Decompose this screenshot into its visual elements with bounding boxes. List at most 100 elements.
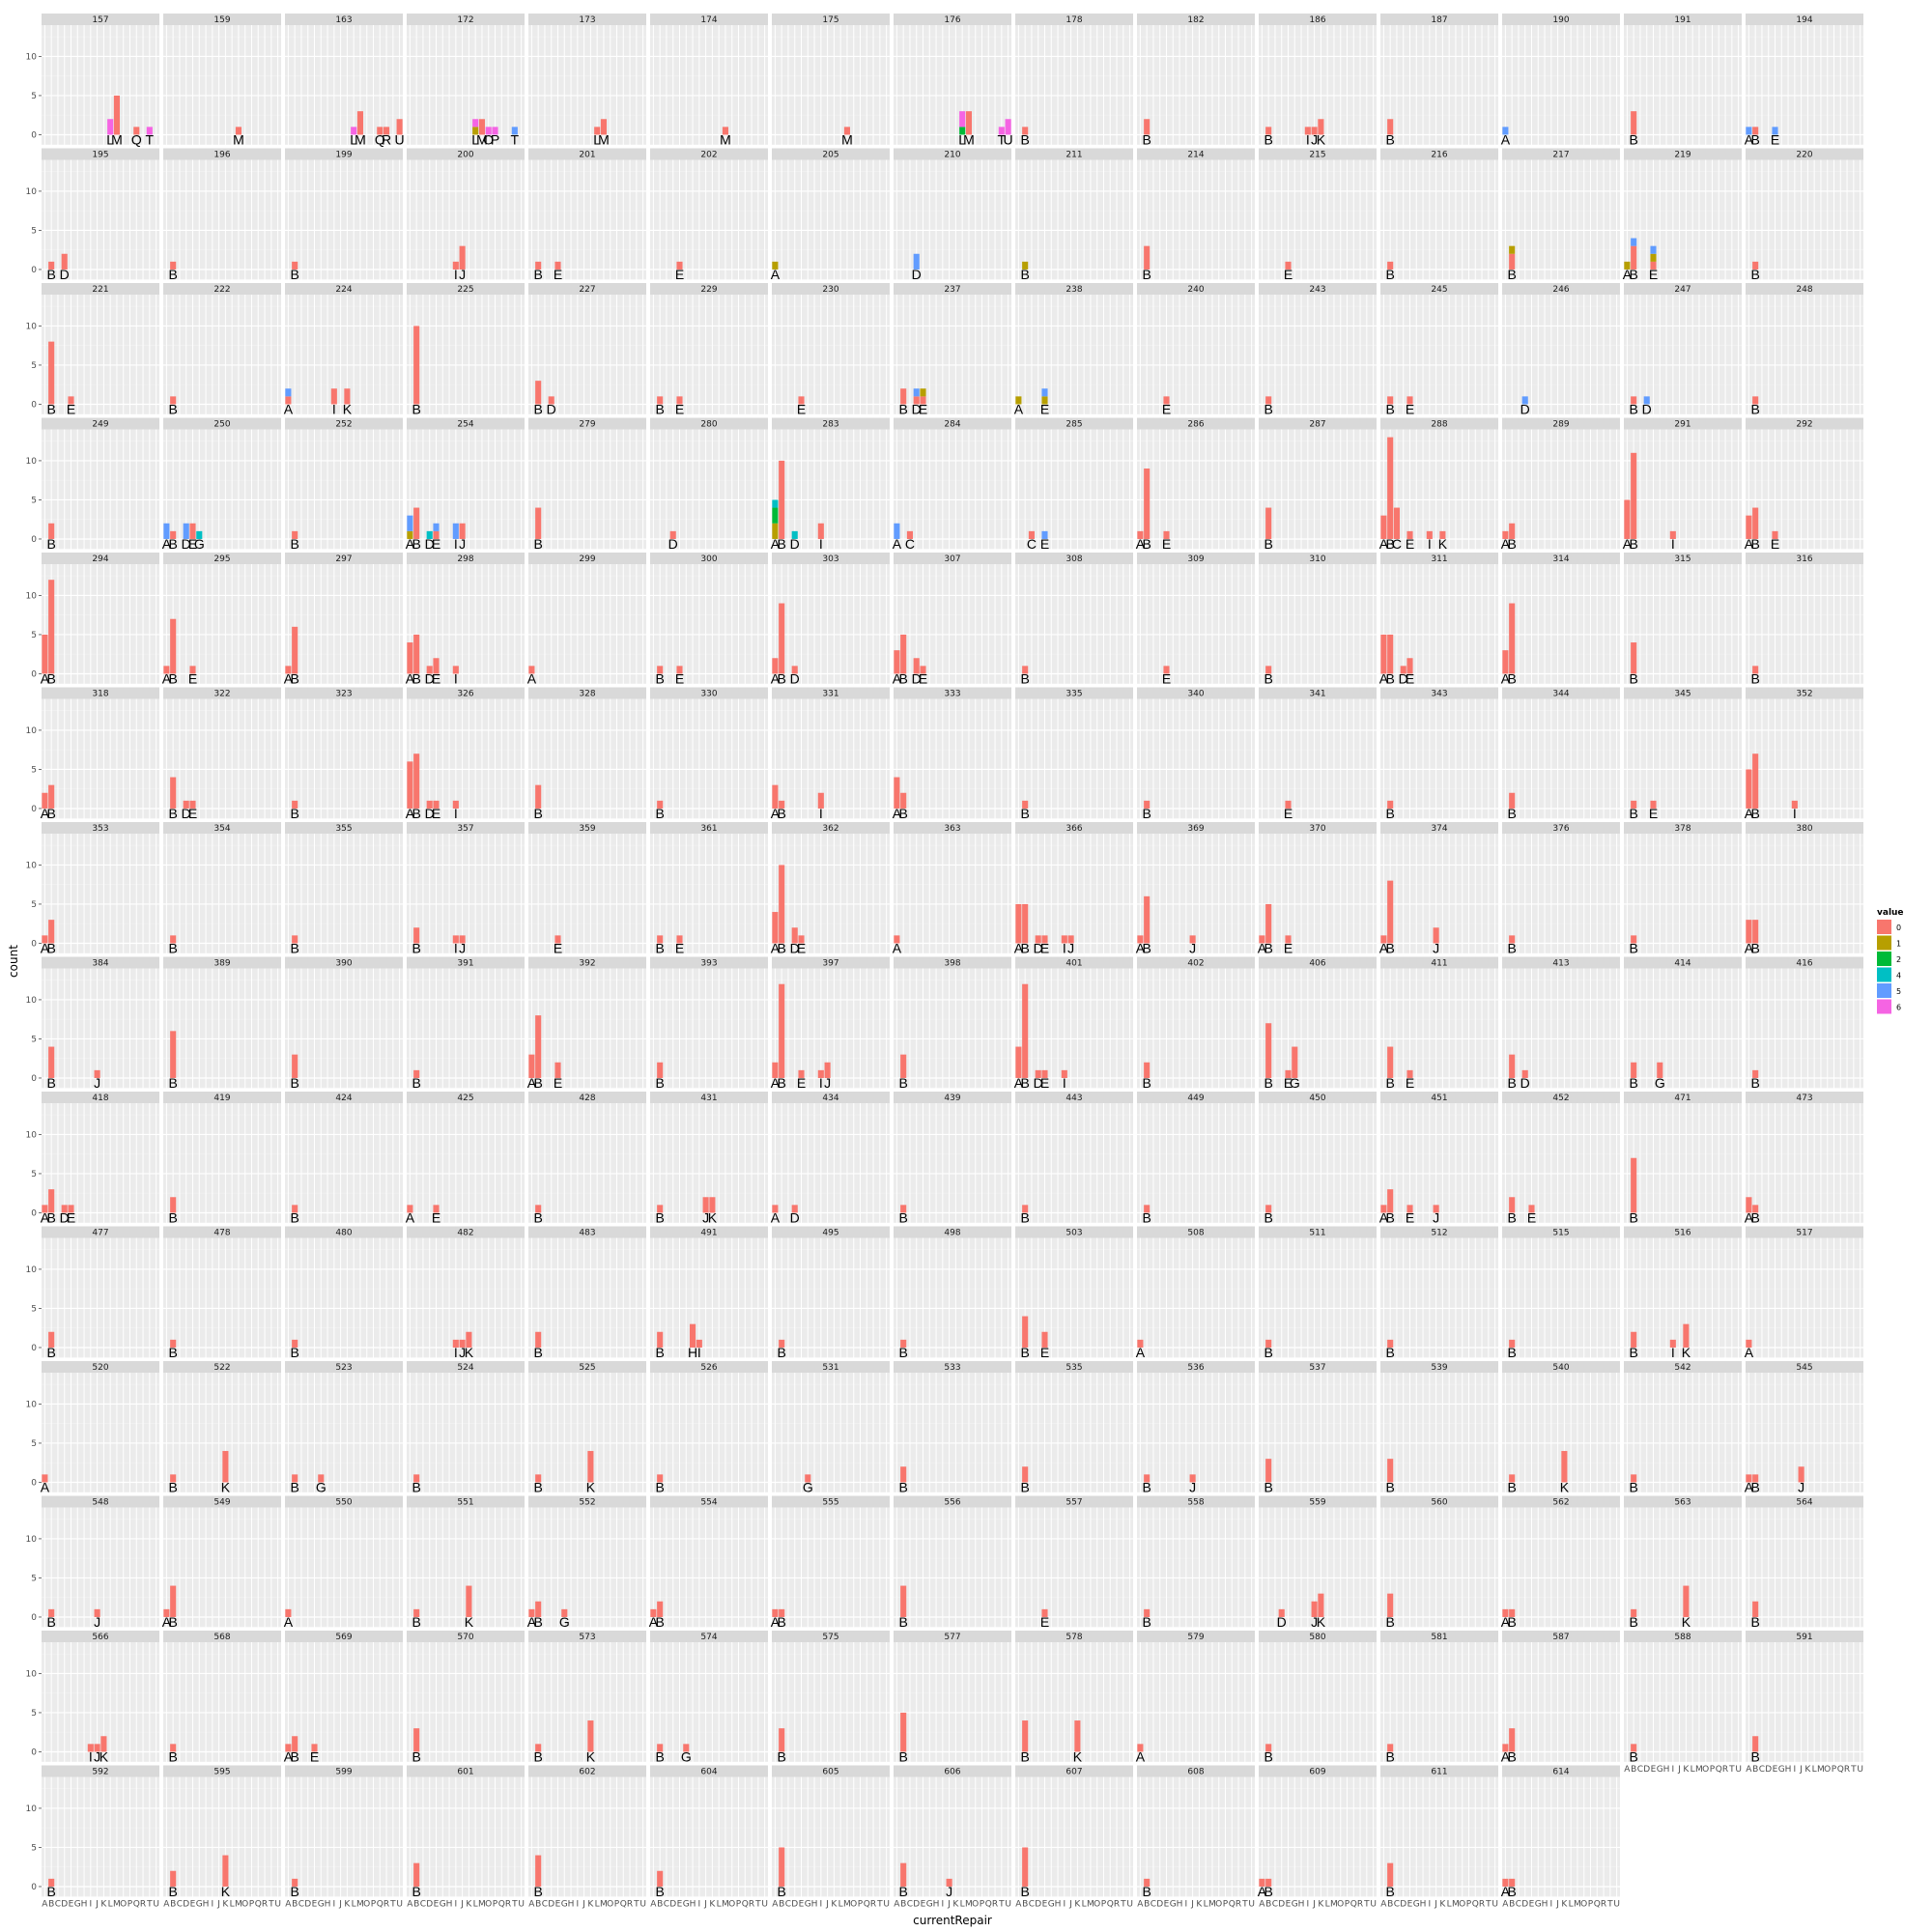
facet-strip-label: 308 [1065,554,1082,564]
facet-panel-391: 391 B [407,956,525,1091]
panel-background [528,968,646,1089]
facet-strip-label: 363 [944,824,960,834]
facet-strip-label: 221 [92,285,108,295]
facet-strip [1137,14,1255,25]
bar-323-B-value-0 [292,800,298,809]
panel-background [1137,25,1255,145]
facet-strip-label: 310 [1309,554,1325,564]
bar-283-D-value-4 [791,530,798,539]
bar-label: B [1750,806,1759,821]
bar-322-D-value-0 [183,800,189,809]
bar-label: A [162,536,172,552]
facet-strip-label: 249 [92,420,108,430]
facet-strip-label: 201 [579,151,595,160]
bar-label: I [1671,1345,1675,1360]
bar-label: B [1385,401,1394,416]
bar-label: A [1745,536,1754,552]
facet-panel-240: 240 E [1137,283,1255,416]
bar-label: B [1629,670,1637,686]
bar-288-E-value-0 [1406,530,1413,539]
bar-label: D [668,536,678,552]
bar-label: E [1771,131,1779,147]
panel-background [1137,295,1255,414]
facet-strip-label: 246 [1552,285,1569,295]
facet-panel-195: 195 B D 0 5 10 [26,148,159,282]
facet-panel-190: 190 A [1501,14,1620,147]
bar-label: E [1649,806,1658,821]
facet-strip [163,1092,281,1103]
bar-352-I-value-0 [1791,800,1798,809]
panel-background [42,968,159,1089]
facet-panel-229: 229 B E [650,283,768,416]
panel-background [650,159,768,280]
y-tick-label: 10 [26,1130,38,1140]
bar-298-D-value-0 [426,666,433,674]
panel-background [1380,564,1498,684]
bar-label: C [1392,536,1402,552]
facet-panel-357: 357 B I J [407,822,525,955]
bar-219-B-value-5 [1631,238,1637,246]
facet-strip-label: 390 [335,959,352,969]
bar-label: A [1501,536,1511,552]
bar-label: B [290,940,298,955]
facet-panel-287: 287 B [1259,417,1377,552]
bar-label: B [1750,401,1759,416]
facet-strip-label: 286 [1187,420,1204,430]
panel-background [894,429,1011,550]
facet-strip [894,1092,1011,1103]
bar-219-B-value-0 [1631,245,1637,270]
bar-label: D [1399,670,1408,686]
facet-strip-label: 414 [1674,959,1690,969]
facet-strip-label: 287 [1309,420,1325,430]
bar-label: E [188,670,197,686]
bar-451-A-value-0 [1380,1205,1387,1213]
bar-label: T [146,131,155,147]
facet-strip-label: 230 [822,285,838,295]
bar-401-E-value-0 [1041,1069,1048,1078]
facet-strip [528,1092,646,1103]
facet-strip [285,1226,403,1238]
panel-background [407,968,525,1089]
bar-label: B [1750,670,1759,686]
facet-panel-439: 439 B [894,1092,1011,1225]
bar-196-B-value-0 [170,261,177,270]
facet-strip-label: 483 [579,1229,595,1238]
bar-label: B [1507,670,1516,686]
bar-label: E [1406,536,1414,552]
bar-217-B-value-0 [1509,253,1516,270]
panel-background [528,159,646,280]
facet-strip-label: 210 [944,151,960,160]
panel-background [528,564,646,684]
y-tick-label: 0 [31,939,37,949]
facet-strip-label: 343 [1431,690,1447,699]
bar-307-B-value-0 [900,634,907,674]
bar-159-M-value-0 [235,127,242,135]
panel-background [1137,698,1255,819]
bar-label: B [898,670,907,686]
facet-panel-498: 498 B [894,1226,1011,1360]
bar-label: Q [375,131,385,147]
facet-strip-label: 280 [700,420,717,430]
facet-strip [1259,283,1377,295]
panel-background [1015,1103,1133,1223]
panel-background [407,564,525,684]
panel-background [1624,1103,1742,1223]
facet-strip-label: 163 [335,15,352,25]
facet-strip [1380,148,1498,160]
facet-panel-225: 225 B [407,283,525,416]
facet-panel-291: 291 AB I [1623,417,1742,552]
facet-strip [407,283,525,295]
bar-label: O [483,131,494,147]
panel-background [894,295,1011,414]
bar-482-K-value-0 [466,1331,472,1348]
facet-panel-326: 326 AB DE I [406,687,525,821]
facet-strip-label: 199 [335,151,352,160]
bar-254-I-value-5 [452,523,459,539]
facet-panel-345: 345 B E [1624,687,1742,821]
bar-label: B [1020,131,1029,147]
facet-panel-174: 174 M [650,14,768,147]
facet-panel-205: 205 A [771,148,890,282]
bar-311-A-value-0 [1380,634,1387,674]
bar-299-A-value-0 [528,666,535,674]
facet-panel-451: 451 AB E J [1379,1092,1498,1225]
